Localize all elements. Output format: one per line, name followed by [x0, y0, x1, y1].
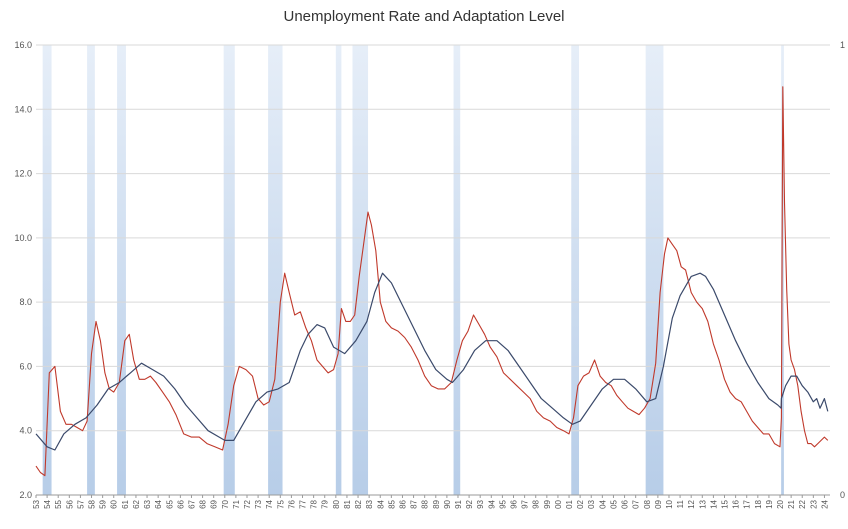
x-tick-label: 58 [88, 499, 97, 508]
x-tick-label: 90 [443, 499, 452, 508]
x-tick-label: 92 [465, 499, 474, 508]
x-tick-label: 91 [454, 499, 463, 508]
recession-band [571, 45, 580, 495]
x-tick-label: 11 [676, 499, 685, 508]
x-tick-label: 75 [276, 499, 285, 508]
x-tick-label: 79 [321, 499, 330, 508]
x-tick-label: 77 [299, 499, 308, 508]
x-tick-label: 84 [376, 499, 385, 508]
y-tick-label: 16.0 [14, 40, 32, 50]
x-tick-label: 94 [487, 499, 496, 508]
recession-band [453, 45, 461, 495]
x-tick-label: 08 [643, 499, 652, 508]
x-tick-label: 19 [765, 499, 774, 508]
x-tick-label: 73 [254, 499, 263, 508]
y-tick-label: 8.0 [19, 297, 32, 307]
y-tick-label: 10.0 [14, 233, 32, 243]
x-tick-label: 81 [343, 499, 352, 508]
gridlines [36, 44, 830, 496]
x-tick-label: 14 [709, 499, 718, 508]
x-tick-label: 99 [543, 499, 552, 508]
x-tick-label: 15 [721, 499, 730, 508]
x-tick-label: 80 [332, 499, 341, 508]
x-tick-label: 65 [165, 499, 174, 508]
x-tick-label: 00 [554, 499, 563, 508]
recession-band [42, 45, 52, 495]
x-tick-label: 61 [121, 499, 130, 508]
x-tick-label: 53 [32, 499, 41, 508]
x-tick-label: 21 [787, 499, 796, 508]
x-tick-label: 12 [687, 499, 696, 508]
x-tick-label: 71 [232, 499, 241, 508]
x-tick-label: 02 [576, 499, 585, 508]
x-tick-label: 55 [54, 499, 63, 508]
y-tick-label: 14.0 [14, 104, 32, 114]
x-tick-label: 82 [354, 499, 363, 508]
x-tick-label: 62 [132, 499, 141, 508]
recession-band [268, 45, 283, 495]
x-tick-label: 04 [598, 499, 607, 508]
x-tick-label: 93 [476, 499, 485, 508]
x-tick-label: 78 [310, 499, 319, 508]
x-tick-label: 57 [76, 499, 85, 508]
recession-band [335, 45, 342, 495]
y-tick-label: 2.0 [19, 490, 32, 500]
x-tick-label: 22 [798, 499, 807, 508]
x-tick-label: 06 [621, 499, 630, 508]
y2-tick-label: 0 [840, 490, 845, 500]
x-tick-label: 98 [532, 499, 541, 508]
unemployment-rate-line [35, 86, 829, 477]
x-tick-label: 97 [521, 499, 530, 508]
y-tick-label: 12.0 [14, 169, 32, 179]
x-tick-label: 89 [432, 499, 441, 508]
x-tick-label: 68 [199, 499, 208, 508]
x-tick-label: 56 [65, 499, 74, 508]
x-tick-label: 18 [754, 499, 763, 508]
x-tick-label: 60 [110, 499, 119, 508]
x-tick-label: 13 [698, 499, 707, 508]
chart-title: Unemployment Rate and Adaptation Level [283, 8, 565, 25]
x-tick-label: 59 [99, 499, 108, 508]
x-tick-label: 76 [287, 499, 296, 508]
x-tick-label: 23 [809, 499, 818, 508]
recession-band [117, 45, 126, 495]
x-tick-label: 63 [143, 499, 152, 508]
recession-bands [42, 45, 784, 495]
y-tick-label: 4.0 [19, 426, 32, 436]
x-tick-label: 64 [154, 499, 163, 508]
x-tick-label: 87 [410, 499, 419, 508]
x-tick-label: 24 [820, 499, 829, 508]
x-tick-label: 66 [176, 499, 185, 508]
recession-band [87, 45, 95, 495]
x-tick-label: 17 [743, 499, 752, 508]
y-tick-label: 6.0 [19, 361, 32, 371]
x-tick-label: 95 [498, 499, 507, 508]
x-tick-label: 10 [665, 499, 674, 508]
adaptation-level-line [35, 272, 829, 451]
series-lines [35, 86, 829, 477]
x-tick-label: 83 [365, 499, 374, 508]
x-tick-label: 70 [221, 499, 230, 508]
x-tick-label: 67 [187, 499, 196, 508]
x-tick-label: 20 [776, 499, 785, 508]
x-tick-label: 72 [243, 499, 252, 508]
x-tick-label: 54 [43, 499, 52, 508]
recession-band [223, 45, 235, 495]
x-tick-label: 05 [609, 499, 618, 508]
x-tick-label: 85 [387, 499, 396, 508]
x-tick-label: 96 [510, 499, 519, 508]
recession-band [645, 45, 664, 495]
x-tick-label: 07 [632, 499, 641, 508]
x-tick-label: 74 [265, 499, 274, 508]
y2-tick-label: 1 [840, 40, 845, 50]
x-tick-label: 86 [398, 499, 407, 508]
x-tick-label: 03 [587, 499, 596, 508]
x-tick-label: 01 [565, 499, 574, 508]
x-tick-label: 88 [421, 499, 430, 508]
x-tick-label: 16 [732, 499, 741, 508]
x-tick-label: 09 [654, 499, 663, 508]
x-tick-label: 69 [210, 499, 219, 508]
